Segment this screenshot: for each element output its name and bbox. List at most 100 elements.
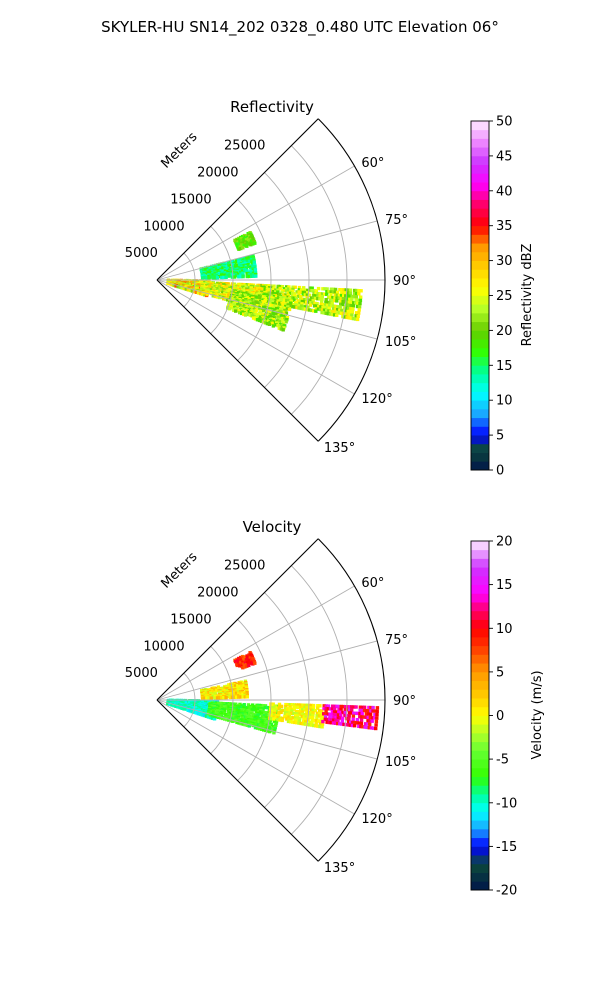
echo-pixel xyxy=(223,702,227,706)
echo-pixel xyxy=(343,300,347,304)
echo-pixel xyxy=(276,307,281,311)
echo-pixel xyxy=(217,691,221,695)
echo-pixel xyxy=(236,308,240,313)
echo-pixel xyxy=(289,717,293,722)
echo-pixel xyxy=(274,314,279,319)
echo-pixel xyxy=(221,289,225,293)
echo-pixel xyxy=(254,709,259,714)
echo-pixel xyxy=(248,707,252,712)
echo-pixel xyxy=(346,312,350,317)
echo-pixel xyxy=(270,305,275,310)
echo-pixel xyxy=(241,285,245,289)
echo-pixel xyxy=(265,705,270,710)
echo-pixel xyxy=(313,301,317,306)
echo-pixel xyxy=(243,665,247,669)
theta-tick-label: 135° xyxy=(324,441,355,456)
echo-pixel xyxy=(275,292,280,296)
echo-pixel xyxy=(267,318,271,322)
reflectivity-radial-label: Meters xyxy=(159,129,201,171)
echo-pixel xyxy=(237,282,241,287)
echo-pixel xyxy=(203,696,207,701)
echo-pixel xyxy=(235,720,239,725)
echo-pixel xyxy=(281,708,286,713)
echo-pixel xyxy=(325,292,329,296)
echo-pixel xyxy=(238,239,242,243)
echo-pixel xyxy=(311,713,315,718)
echo-pixel xyxy=(271,706,275,710)
echo-pixel xyxy=(227,707,231,712)
echo-pixel xyxy=(237,695,241,699)
echo-pixel xyxy=(232,690,236,695)
echo-pixel xyxy=(266,295,270,300)
echo-pixel xyxy=(231,708,235,712)
echo-pixel xyxy=(244,238,249,242)
echo-pixel xyxy=(335,299,339,303)
theta-tick-label: 75° xyxy=(385,633,408,648)
echo-pixel xyxy=(345,300,350,304)
echo-pixel xyxy=(319,717,323,721)
echo-pixel xyxy=(198,712,202,716)
echo-pixel xyxy=(230,268,234,272)
echo-pixel xyxy=(239,691,243,695)
echo-pixel xyxy=(208,715,213,720)
echo-pixel xyxy=(328,298,333,302)
echo-pixel xyxy=(239,695,243,699)
theta-tick-label: 105° xyxy=(385,755,416,770)
colorbar-segment xyxy=(471,785,489,795)
echo-pixel xyxy=(364,712,369,716)
echo-pixel xyxy=(350,723,355,728)
colorbar-tick-label: -15 xyxy=(496,840,517,855)
echo-pixel xyxy=(283,306,287,311)
colorbar-segment xyxy=(471,741,489,751)
echo-pixel xyxy=(338,308,342,312)
echo-pixel xyxy=(309,713,313,717)
echo-pixel xyxy=(349,711,354,715)
echo-pixel xyxy=(299,721,303,726)
echo-pixel xyxy=(306,288,310,293)
echo-pixel xyxy=(196,704,200,708)
echo-pixel xyxy=(350,313,354,317)
echo-pixel xyxy=(246,655,250,660)
echo-pixel xyxy=(305,295,309,300)
echo-pixel xyxy=(263,298,267,303)
echo-pixel xyxy=(240,238,244,242)
echo-pixel xyxy=(339,710,343,714)
echo-pixel xyxy=(326,707,330,711)
echo-pixel xyxy=(287,287,291,291)
echo-pixel xyxy=(195,286,200,291)
echo-pixel xyxy=(273,320,277,324)
echo-pixel xyxy=(339,707,343,712)
radial-tick-label: 25000 xyxy=(224,559,265,574)
echo-pixel xyxy=(354,314,358,318)
echo-pixel xyxy=(307,723,312,727)
echo-pixel xyxy=(325,308,329,313)
echo-pixel xyxy=(314,719,319,723)
echo-pixel xyxy=(226,298,230,302)
echo-pixel xyxy=(339,704,343,709)
echo-pixel xyxy=(297,304,302,308)
echo-pixel xyxy=(268,320,272,325)
echo-pixel xyxy=(301,703,305,707)
sector-edge xyxy=(156,699,319,862)
echo-pixel xyxy=(235,695,239,699)
echo-pixel xyxy=(329,287,334,291)
echo-pixel xyxy=(360,708,364,713)
echo-pixel xyxy=(328,303,332,308)
echo-pixel xyxy=(244,710,248,714)
echo-pixel xyxy=(241,291,245,296)
echo-pixel xyxy=(304,302,308,307)
echo-pixel xyxy=(230,275,235,279)
radial-tick-label: 5000 xyxy=(125,666,158,681)
echo-pixel xyxy=(239,290,243,294)
echo-pixel xyxy=(293,292,297,296)
echo-pixel xyxy=(261,298,265,302)
echo-pixel xyxy=(362,715,366,719)
echo-pixel xyxy=(230,282,235,286)
echo-pixel xyxy=(228,269,232,274)
echo-pixel xyxy=(338,716,343,720)
echo-pixel xyxy=(269,289,274,294)
echo-pixel xyxy=(304,300,309,304)
echo-pixel xyxy=(269,288,274,292)
echo-region xyxy=(233,231,257,251)
echo-pixel xyxy=(291,716,296,720)
